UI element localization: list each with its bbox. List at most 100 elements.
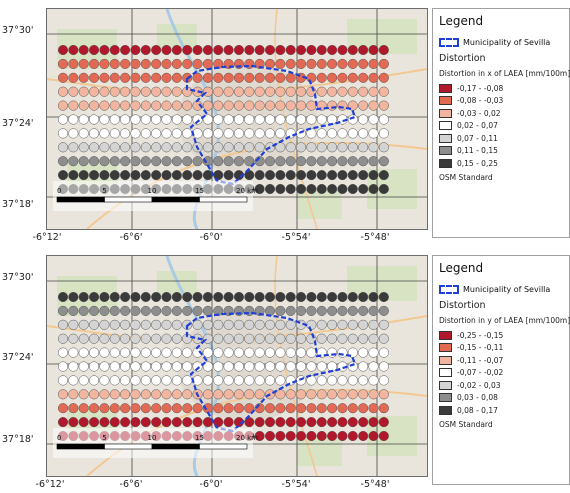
grid-point <box>68 305 79 316</box>
grid-point <box>202 114 213 125</box>
grid-point <box>337 333 348 344</box>
grid-point <box>202 361 213 372</box>
grid-point <box>358 305 369 316</box>
grid-point <box>161 417 172 428</box>
grid-point <box>78 417 89 428</box>
boundary-swatch-icon <box>439 285 459 294</box>
grid-point <box>161 333 172 344</box>
class-label: 0,15 - 0,25 <box>457 158 498 168</box>
grid-point <box>368 333 379 344</box>
grid-point <box>223 361 234 372</box>
grid-point <box>254 333 265 344</box>
grid-point <box>275 430 286 442</box>
grid-point <box>182 347 193 358</box>
grid-point <box>368 389 379 400</box>
grid-point <box>337 319 348 330</box>
grid-point <box>130 347 141 358</box>
grid-point <box>171 291 182 303</box>
scalebar-segment <box>151 196 200 203</box>
grid-point <box>151 72 162 83</box>
grid-point <box>120 72 131 83</box>
grid-point <box>192 319 203 330</box>
grid-point <box>233 86 244 97</box>
scalebar-segment <box>199 196 248 203</box>
grid-point <box>89 128 100 139</box>
grid-point <box>306 291 317 303</box>
map-panel-y-distortion: 0 5 10 15 20 km 37°30' 37°24' 37°18' -6°12' … <box>0 247 570 493</box>
grid-point <box>130 72 141 83</box>
grid-point <box>296 86 307 97</box>
legend-class: 0,07 - 0,11 <box>439 132 503 145</box>
grid-point <box>57 100 69 111</box>
grid-point <box>57 417 69 428</box>
grid-point <box>285 417 296 428</box>
grid-point <box>57 319 69 330</box>
grid-point <box>68 361 79 372</box>
lon-label: -6°6' <box>119 479 143 490</box>
grid-point <box>99 114 110 125</box>
legend-municipality-label: Municipality of Sevilla <box>463 38 551 47</box>
lon-label: -6°0' <box>199 232 223 243</box>
grid-point <box>327 58 338 69</box>
grid-point <box>244 114 255 125</box>
grid-point <box>89 375 100 386</box>
grid-point <box>161 142 172 153</box>
grid-point <box>358 86 369 97</box>
grid-point <box>223 347 234 358</box>
class-label: -0,02 - 0,03 <box>457 380 501 390</box>
grid-point <box>337 417 348 428</box>
grid-point <box>57 114 69 125</box>
grid-point <box>254 100 265 111</box>
lon-label: -6°0' <box>199 479 223 490</box>
grid-point <box>347 319 358 330</box>
grid-point <box>275 72 286 83</box>
grid-point <box>192 361 203 372</box>
grid-point <box>161 375 172 386</box>
class-label: 0,03 - 0,08 <box>457 393 498 403</box>
grid-point <box>161 86 172 97</box>
grid-point <box>275 305 286 316</box>
grid-point <box>244 156 255 167</box>
grid-point <box>78 128 89 139</box>
grid-point <box>109 361 120 372</box>
legend-title: Legend <box>439 261 484 275</box>
grid-point <box>244 417 255 428</box>
grid-point <box>192 156 203 167</box>
legend-class: -0,25 - -0,15 <box>439 329 503 342</box>
grid-point <box>223 86 234 97</box>
scalebar-tick-label: 5 <box>102 187 106 195</box>
grid-point <box>296 170 307 181</box>
grid-point <box>233 72 244 83</box>
grid-point <box>264 114 276 125</box>
grid-point <box>347 72 358 83</box>
scalebar-background <box>53 428 253 458</box>
grid-point <box>57 403 69 414</box>
grid-point <box>378 361 389 372</box>
grid-point <box>316 58 327 69</box>
grid-point <box>120 44 131 56</box>
grid-point <box>99 58 110 69</box>
grid-point <box>285 333 296 344</box>
grid-point <box>99 305 110 316</box>
grid-point <box>337 72 348 83</box>
grid-point <box>306 128 317 139</box>
grid-point <box>78 170 89 181</box>
grid-point <box>161 389 172 400</box>
grid-point <box>161 319 172 330</box>
grid-point <box>223 114 234 125</box>
legend-group-label: Distortion <box>439 53 486 64</box>
grid-point <box>109 347 120 358</box>
grid-point <box>120 114 131 125</box>
grid-point <box>99 44 110 56</box>
grid-point <box>378 305 389 316</box>
grid-point <box>347 333 358 344</box>
grid-point <box>275 58 286 69</box>
grid-point <box>140 361 151 372</box>
grid-point <box>358 291 369 303</box>
grid-point <box>358 183 369 195</box>
grid-point <box>378 128 389 139</box>
grid-point <box>306 114 317 125</box>
grid-point <box>223 291 234 303</box>
grid-point <box>109 333 120 344</box>
grid-point <box>327 403 338 414</box>
